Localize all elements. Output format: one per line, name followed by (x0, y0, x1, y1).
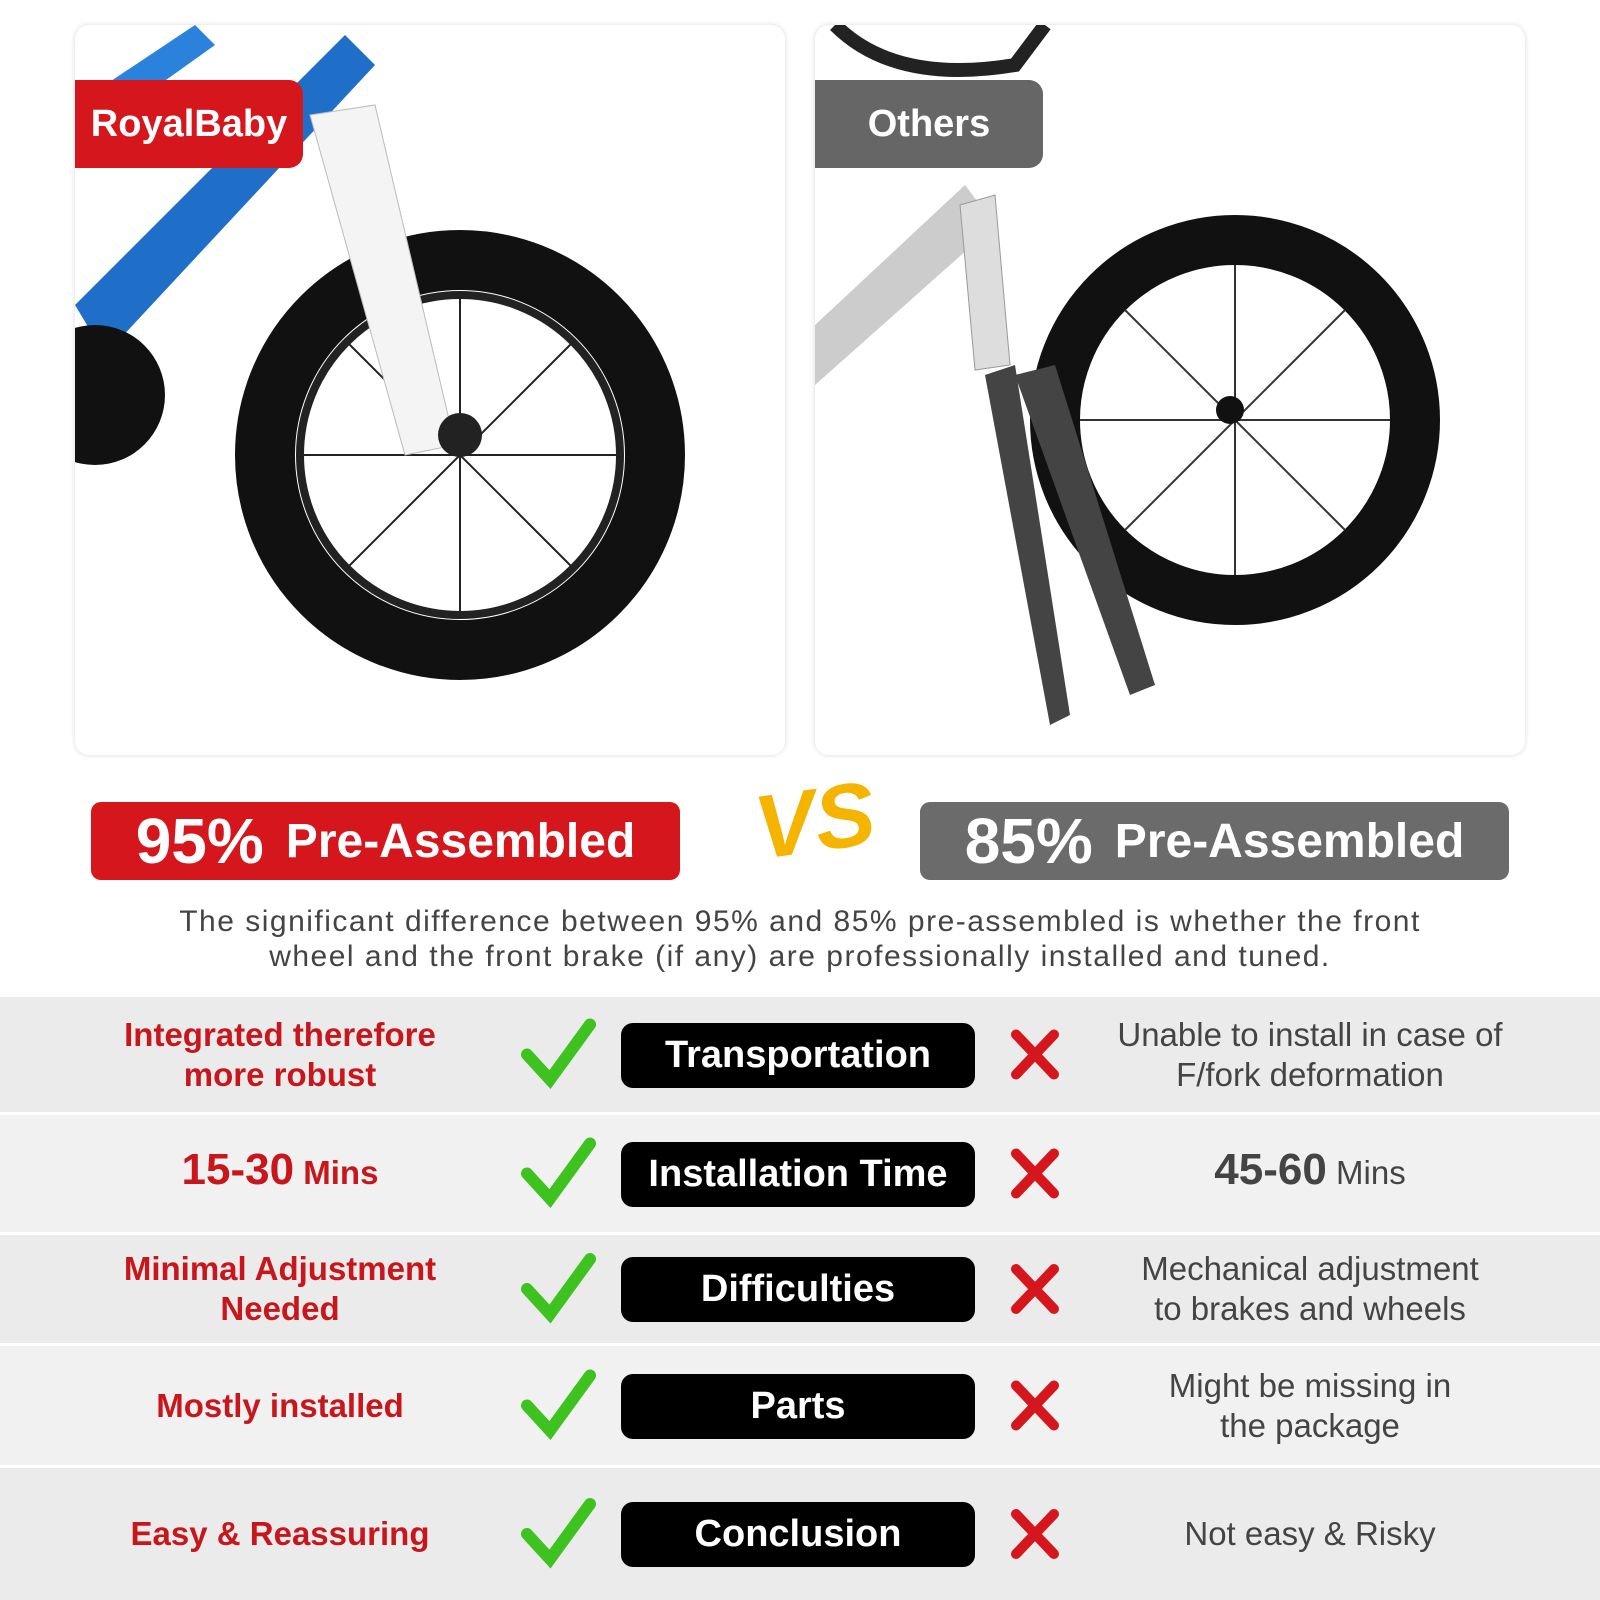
line: Integrated therefore (124, 1015, 436, 1053)
line: to brakes and wheels (1154, 1290, 1466, 1327)
table-row: Minimal Adjustment Needed Mechanical adjus… (0, 1235, 1600, 1343)
right-text: Unable to install in case of F/fork defor… (1080, 1015, 1540, 1095)
cross (1011, 1509, 1059, 1559)
left-text: Easy & Reassuring (80, 1514, 480, 1554)
others-bike (815, 25, 1440, 725)
panel-label: Others (815, 80, 1043, 168)
right-text: 45-60 Mins (1080, 1147, 1540, 1193)
table-row: Integrated therefore more robust Unable to… (0, 997, 1600, 1112)
line: Mechanical adjustment (1141, 1250, 1479, 1287)
line: Mostly installed (156, 1386, 404, 1424)
icons (521, 1369, 1059, 1440)
line: F/fork deformation (1176, 1055, 1444, 1093)
row-label: Parts (621, 1373, 975, 1439)
line: the package (1220, 1406, 1400, 1444)
left-text: 15-30 Mins (80, 1147, 480, 1193)
check (521, 1137, 596, 1208)
check (521, 1369, 596, 1440)
cross (1011, 1264, 1059, 1314)
line: Unable to install in case of (1117, 1015, 1503, 1053)
headline-text: Pre-Assembled (285, 814, 636, 868)
line: Might be missing in (1168, 1366, 1452, 1404)
icons (521, 1137, 1059, 1208)
percent: 95% (135, 805, 264, 877)
unit: Mins (1336, 1153, 1406, 1191)
table-row: 15-30 Mins 45-60 Mins Installation Time (0, 1115, 1600, 1232)
line: Easy & Reassuring (130, 1515, 430, 1552)
description: wheel and the front brake (if any) are p… (269, 940, 1331, 973)
line: Not easy & Risky (1184, 1515, 1436, 1552)
row-label: Installation Time (621, 1141, 975, 1207)
right-text: Not easy & Risky (1080, 1514, 1540, 1554)
others-panel: Others (815, 25, 1525, 755)
unit: Mins (303, 1153, 379, 1191)
vs: VS (748, 763, 882, 879)
cross (1011, 1148, 1059, 1199)
left-text: Mostly installed (80, 1386, 480, 1426)
table-row: Mostly installed Might be missing in the p… (0, 1346, 1600, 1465)
row-label: Difficulties (621, 1257, 975, 1322)
cross (1011, 1380, 1059, 1431)
row-label: Conclusion (621, 1502, 975, 1567)
icons (521, 1498, 1059, 1569)
row-label: Transportation (621, 1022, 975, 1088)
check (521, 1018, 596, 1089)
table-row: Easy & Reassuring Not easy & Risky Conclus… (0, 1468, 1600, 1600)
big-number: 45-60 (1214, 1144, 1327, 1194)
panel-label: RoyalBaby (75, 80, 303, 168)
headline-right: 85% Pre-Assembled (920, 802, 1509, 880)
right-text: Might be missing in the package (1080, 1366, 1540, 1446)
line: Needed (220, 1290, 340, 1327)
left-text: Integrated therefore more robust (80, 1015, 480, 1095)
headline-left: 95% Pre-Assembled (91, 802, 680, 880)
royalbaby-panel: RoyalBaby (75, 25, 785, 755)
icons (521, 1018, 1059, 1089)
percent: 85% (964, 805, 1093, 877)
check (521, 1498, 596, 1569)
description: The significant difference between 95% a… (179, 905, 1421, 938)
big-number: 15-30 (181, 1144, 295, 1194)
line: Minimal Adjustment (123, 1250, 437, 1287)
check (521, 1253, 596, 1324)
right-text: Mechanical adjustment to brakes and wheel… (1080, 1249, 1540, 1329)
icons (521, 1253, 1059, 1324)
line: more robust (183, 1055, 377, 1093)
left-text: Minimal Adjustment Needed (80, 1249, 480, 1329)
headline-text: Pre-Assembled (1114, 814, 1465, 868)
cross (1011, 1029, 1059, 1080)
